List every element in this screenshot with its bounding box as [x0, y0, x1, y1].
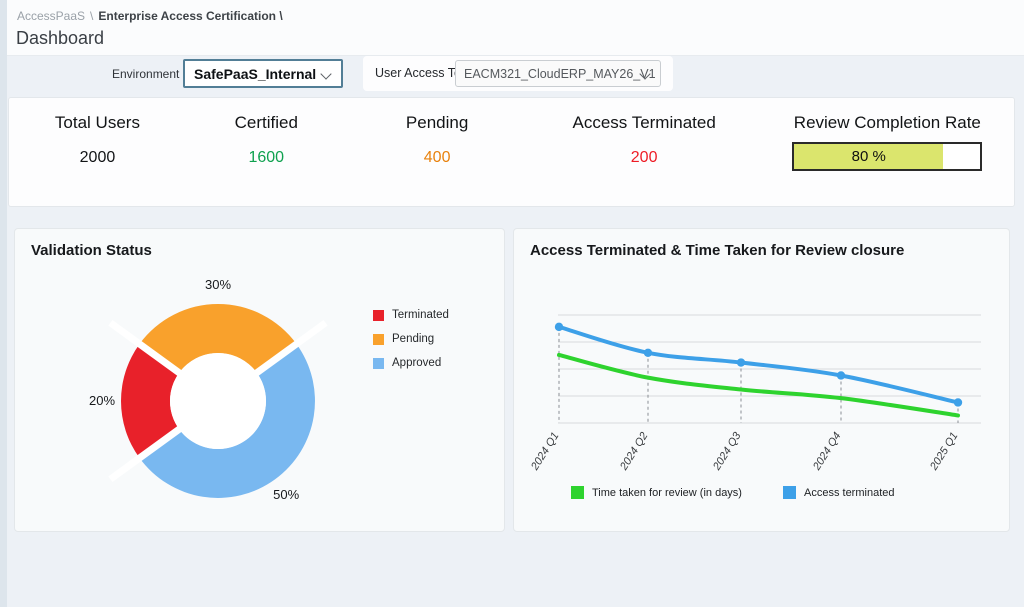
- user-access-test-value: EACM321_CloudERP_MAY26_V1: [464, 66, 656, 81]
- donut-slice-label: 20%: [89, 393, 115, 408]
- chevron-down-icon: [320, 68, 332, 80]
- stat-label: Review Completion Rate: [793, 113, 981, 132]
- data-point-marker[interactable]: [953, 398, 963, 407]
- stat-value: 200: [630, 149, 658, 166]
- legend-item-terminated: Terminated: [373, 309, 449, 321]
- validation-status-card: Validation Status 30% 50% 20% Terminated Pe…: [14, 228, 505, 532]
- page-title: Dashboard: [16, 28, 105, 48]
- donut-slice-terminated[interactable]: [121, 343, 180, 459]
- x-axis-label: 2024 Q2: [617, 430, 650, 473]
- stat-total-users: Total Users 2000: [9, 98, 186, 206]
- progress-fill: 80 %: [794, 144, 944, 169]
- stat-pending: Pending 400: [347, 98, 528, 206]
- stat-review-completion-rate: Review Completion Rate 80 %: [761, 98, 1014, 206]
- donut-legend: Terminated Pending Approved: [373, 309, 449, 381]
- stat-label: Certified: [234, 113, 298, 132]
- x-axis-label: 2025 Q1: [927, 430, 960, 473]
- legend-label: Terminated: [392, 309, 449, 321]
- user-access-test-label: User Access Test: [375, 66, 471, 80]
- legend-item-approved: Approved: [373, 357, 449, 369]
- donut-slice-label: 50%: [273, 487, 299, 502]
- breadcrumb-separator: \: [90, 9, 94, 23]
- stat-value: 2000: [79, 149, 116, 166]
- breadcrumb-root[interactable]: AccessPaaS: [17, 9, 86, 23]
- legend-item-access-terminated: Access terminated: [783, 486, 894, 499]
- stat-label: Pending: [405, 113, 469, 132]
- stat-certified: Certified 1600: [186, 98, 347, 206]
- donut-slice-label: 30%: [205, 277, 231, 292]
- breadcrumb-section[interactable]: Enterprise Access Certification \: [98, 9, 283, 23]
- legend-swatch: [373, 309, 384, 321]
- trend-line-chart: 2024 Q1 2024 Q2 2024 Q3 2024 Q4 2025 Q1: [528, 314, 981, 473]
- breadcrumb: AccessPaaS \ Enterprise Access Certificati…: [17, 9, 283, 23]
- legend-label: Access terminated: [804, 486, 895, 499]
- chart-title: Access Terminated & Time Taken for Revie…: [530, 242, 905, 259]
- donut-slice-approved[interactable]: [139, 343, 315, 498]
- top-header: AccessPaaS \ Enterprise Access Certificati…: [7, 0, 1024, 56]
- stat-access-terminated: Access Terminated 200: [528, 98, 761, 206]
- legend-label: Time taken for review (in days): [592, 486, 742, 499]
- legend-label: Pending: [392, 333, 435, 345]
- review-completion-progress-bar: 80 %: [792, 142, 983, 171]
- stat-label: Total Users: [54, 113, 140, 132]
- left-edge-strip: [0, 0, 7, 607]
- stat-label: Access Terminated: [572, 113, 716, 132]
- legend-swatch: [373, 357, 384, 369]
- summary-stats-card: Total Users 2000 Certified 1600 Pending …: [8, 97, 1015, 207]
- data-point-marker[interactable]: [643, 348, 653, 357]
- data-point-marker[interactable]: [554, 322, 564, 332]
- stat-value: 1600: [248, 149, 285, 166]
- environment-select[interactable]: SafePaaS_Internal: [183, 59, 343, 88]
- user-access-test-select[interactable]: EACM321_CloudERP_MAY26_V1: [455, 60, 661, 87]
- x-axis-label: 2024 Q3: [710, 429, 744, 473]
- validation-status-donut-chart: 30% 50% 20%: [89, 277, 328, 502]
- data-point-marker[interactable]: [836, 371, 846, 380]
- legend-swatch: [783, 486, 796, 499]
- x-axis-label: 2024 Q4: [810, 430, 843, 473]
- environment-select-value: SafePaaS_Internal: [194, 65, 317, 82]
- legend-swatch: [571, 486, 584, 499]
- environment-label: Environment: [112, 67, 180, 81]
- donut-slice-pending[interactable]: [139, 304, 297, 373]
- chart-title: Validation Status: [31, 242, 152, 259]
- access-terminated-trend-card: Access Terminated & Time Taken for Revie…: [513, 228, 1010, 532]
- stat-value: 400: [423, 149, 451, 166]
- x-axis-label: 2024 Q1: [528, 430, 561, 473]
- legend-item-time-taken: Time taken for review (in days): [571, 486, 742, 499]
- legend-item-pending: Pending: [373, 333, 449, 345]
- data-point-marker[interactable]: [736, 358, 746, 367]
- donut-hole: [170, 353, 266, 449]
- legend-label: Approved: [392, 357, 442, 369]
- legend-swatch: [373, 333, 384, 345]
- line-series-time-taken-for-review-in-days-[interactable]: [557, 352, 960, 418]
